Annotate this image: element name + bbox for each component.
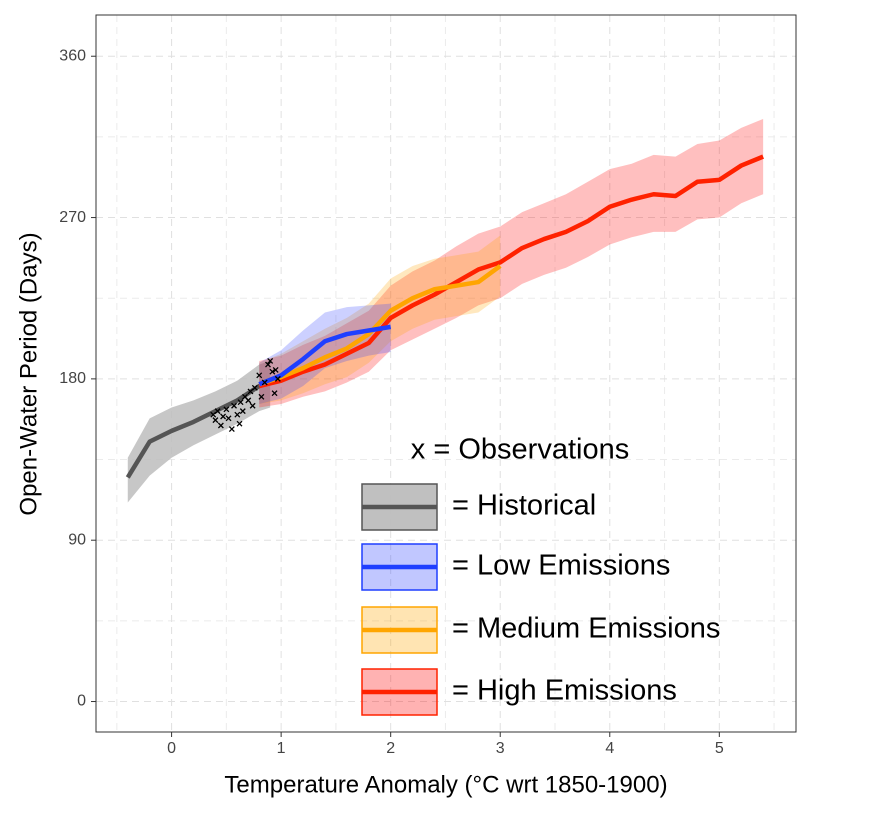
- y-tick-label: 360: [59, 47, 86, 64]
- observation-point: [256, 372, 263, 379]
- observation-point: [236, 420, 243, 427]
- x-tick-label: 2: [386, 740, 395, 757]
- confidence-band: [259, 303, 391, 404]
- observation-point: [272, 366, 279, 373]
- confidence-band: [127, 360, 271, 503]
- confidence-band: [259, 118, 764, 408]
- observation-point: [251, 384, 258, 391]
- x-tick-label: 1: [277, 740, 286, 757]
- y-tick-label: 270: [59, 209, 86, 226]
- observation-point: [231, 402, 237, 409]
- observation-point: [271, 390, 278, 397]
- observation-point: [214, 408, 221, 415]
- series-line: [258, 264, 502, 387]
- y-tick-label: 180: [59, 370, 86, 387]
- observation-point: [223, 406, 230, 413]
- observation-point: [239, 408, 246, 415]
- observation-point: [225, 415, 232, 422]
- observation-point: [274, 375, 281, 382]
- plot-border: [95, 14, 797, 733]
- observation-point: [267, 357, 274, 364]
- series-line: [258, 324, 392, 387]
- observation-point: [212, 417, 219, 424]
- legend-title: x = Observations: [411, 434, 629, 466]
- x-tick-label: 4: [605, 740, 614, 757]
- observation-point: [258, 393, 265, 400]
- series-line: [258, 154, 764, 389]
- observation-point: [228, 426, 235, 433]
- observation-point: [245, 397, 252, 404]
- x-tick-label: 3: [496, 740, 505, 757]
- observation-point: [220, 413, 227, 420]
- legend-label: = Medium Emissions: [452, 613, 720, 645]
- y-axis-title: Open-Water Period (Days): [15, 232, 42, 515]
- legend-label: = High Emissions: [452, 675, 677, 707]
- y-tick-label: 90: [68, 531, 86, 548]
- observation-point: [261, 379, 268, 386]
- x-axis-title: Temperature Anomaly (°C wrt 1850-1900): [224, 771, 667, 798]
- observation-point: [269, 368, 276, 375]
- y-tick-label: 0: [77, 693, 86, 710]
- observation-point: [234, 411, 241, 418]
- legend-label: = Low Emissions: [452, 550, 670, 582]
- observation-point: [249, 402, 256, 409]
- x-tick-label: 0: [167, 740, 176, 757]
- legend-label: = Historical: [452, 490, 596, 522]
- observation-point: [217, 422, 224, 429]
- observation-point: [237, 399, 244, 406]
- observation-point: [265, 361, 271, 368]
- x-tick-label: 5: [715, 740, 724, 757]
